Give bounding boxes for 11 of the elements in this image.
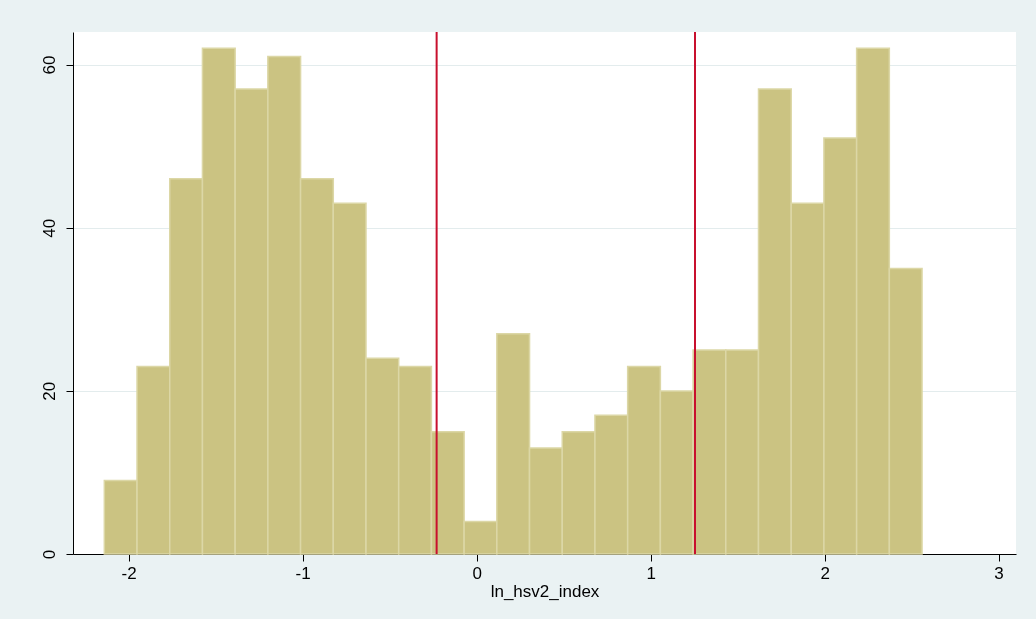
y-tick-label: 0 [39,549,59,560]
y-tick-label: 20 [39,381,59,401]
x-tick-label: -1 [295,563,311,583]
x-tick-label: 1 [646,563,656,583]
x-tick-label: 2 [820,563,830,583]
x-tick-label: 0 [472,563,482,583]
x-tick-label: -2 [121,563,137,583]
y-tick-label: 40 [39,218,59,238]
y-tick-label: 60 [39,55,59,75]
x-axis-title: ln_hsv2_index [490,581,600,601]
x-tick-label: 3 [994,563,1004,583]
